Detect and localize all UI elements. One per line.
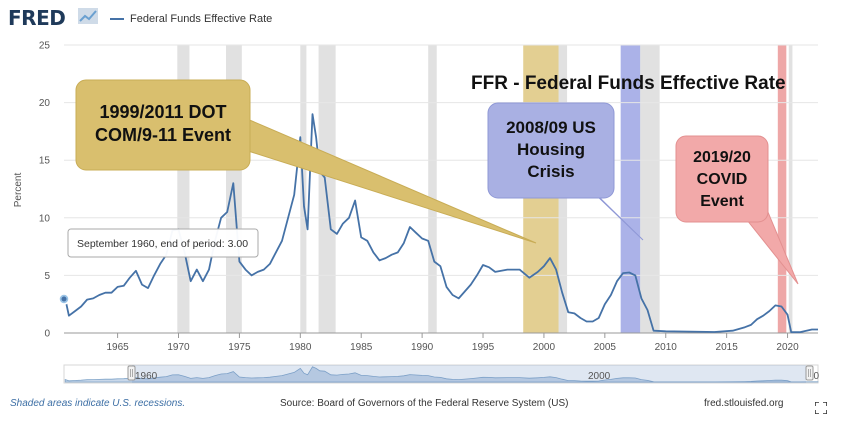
axes: 0 5 10 15 20 25 1965 1970 1975 1980 1985 1990 1995 20… (39, 41, 818, 353)
callout-housing-line-3: Crisis (527, 162, 574, 181)
navigator-left-handle[interactable] (127, 365, 136, 381)
x-tick-label: 1985 (350, 342, 373, 353)
callout-covid-line-1: 2019/20 (693, 149, 751, 166)
fullscreen-icon[interactable] (815, 402, 827, 414)
callout-covid: 2019/20 COVID Event (675, 135, 799, 285)
recession-band-7 (788, 45, 793, 333)
callout-housing: 2008/09 US Housing Crisis (487, 102, 644, 241)
x-tick-label: 2005 (594, 342, 617, 353)
y-tick-label: 10 (39, 213, 51, 224)
site-link[interactable]: fred.stlouisfed.org (704, 398, 784, 409)
source-note: Source: Board of Governors of the Federa… (280, 398, 569, 409)
x-tick-label: 2020 (776, 342, 799, 353)
y-tick-label: 15 (39, 156, 51, 167)
callout-dotcom-line-2: COM/9-11 Event (95, 125, 231, 145)
overlay-title: FFR - Federal Funds Effective Rate (471, 73, 786, 94)
x-tick-label: 1980 (289, 342, 312, 353)
navigator-label-end: 20 (808, 371, 820, 382)
y-tick-label: 5 (44, 271, 50, 282)
y-tick-label: 0 (44, 329, 50, 340)
callout-covid-line-3: Event (700, 193, 744, 210)
recession-band-3 (318, 45, 336, 333)
x-tick-label: 1990 (411, 342, 434, 353)
recession-band-6 (640, 45, 660, 333)
callout-housing-line-1: 2008/09 US (506, 118, 596, 137)
navigator-right-handle[interactable] (805, 365, 814, 381)
fred-logo-chart-icon (78, 8, 98, 24)
navigator-area (64, 366, 819, 383)
x-tick-label: 1970 (167, 342, 190, 353)
event-highlight-band-2 (777, 45, 787, 333)
callout-housing-line-2: Housing (517, 140, 585, 159)
callout-dotcom: 1999/2011 DOT COM/9-11 Event (75, 79, 537, 244)
event-highlight-band-1 (620, 45, 641, 333)
recession-band-4 (428, 45, 437, 333)
y-tick-label: 20 (39, 98, 51, 109)
callout-dotcom-line-1: 1999/2011 DOT (99, 102, 226, 122)
range-navigator[interactable]: 1960 2000 20 (63, 364, 820, 384)
legend-series-label: Federal Funds Effective Rate (130, 13, 273, 25)
x-tick-label: 2015 (716, 342, 739, 353)
y-tick-label: 25 (39, 41, 51, 52)
x-tick-label: 2010 (655, 342, 678, 353)
tooltip-box (67, 228, 259, 258)
callout-dotcom-box (75, 79, 251, 171)
callout-housing-box (487, 102, 615, 199)
navigator-label-mid: 2000 (588, 371, 611, 382)
x-tick-label: 2000 (533, 342, 556, 353)
recession-note: Shaded areas indicate U.S. recessions. (10, 398, 186, 409)
fred-logo[interactable]: FRED (8, 6, 66, 30)
navigator-label-start: 1960 (135, 371, 158, 382)
navigator-selection (132, 365, 806, 383)
hover-marker (58, 293, 70, 305)
legend-series-swatch (110, 18, 124, 20)
x-tick-label: 1965 (106, 342, 129, 353)
y-axis-label: Percent (13, 173, 24, 208)
x-tick-label: 1995 (472, 342, 495, 353)
callout-covid-box (675, 135, 769, 223)
chart-legend[interactable]: Federal Funds Effective Rate (110, 13, 272, 25)
tooltip-text: September 1960, end of period: 3.00 (77, 238, 248, 250)
tooltip: September 1960, end of period: 3.00 (67, 228, 259, 258)
x-tick-label: 1975 (228, 342, 251, 353)
callout-covid-line-2: COVID (697, 171, 748, 188)
